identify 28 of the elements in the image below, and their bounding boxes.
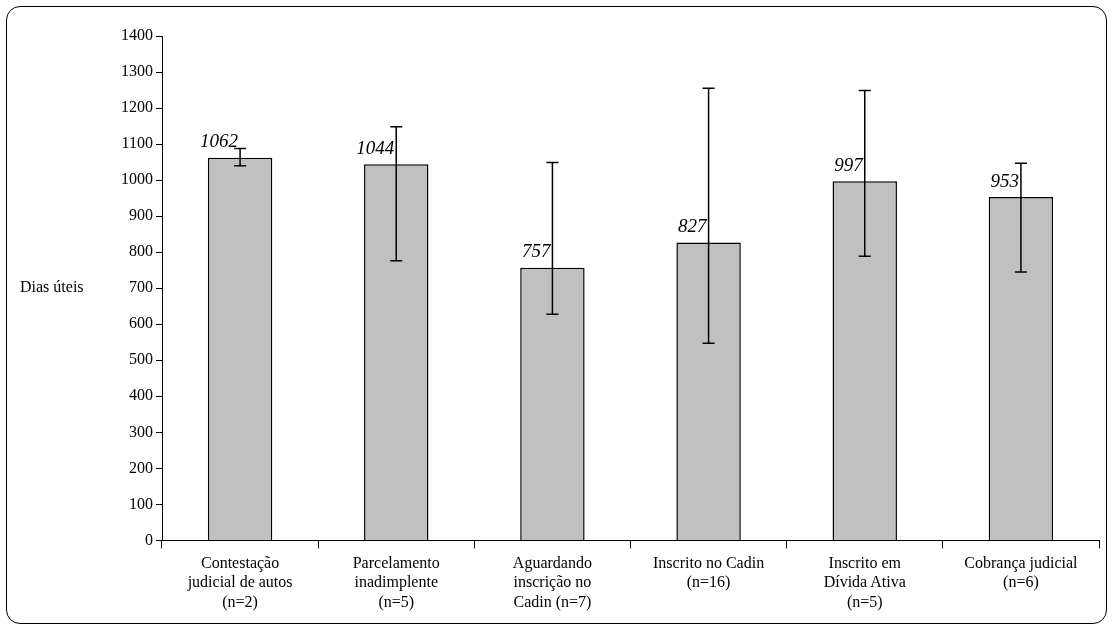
data-label: 827	[678, 214, 709, 236]
data-label: 997	[834, 153, 865, 175]
y-tick-label: 300	[129, 422, 153, 440]
y-tick-label: 800	[129, 242, 153, 260]
y-tick-label: 1100	[121, 134, 153, 152]
data-label: 1062	[200, 130, 239, 152]
data-label: 953	[990, 169, 1019, 191]
x-tick-label: Parcelamento inadimplente (n=5)	[352, 554, 440, 611]
y-tick-label: 100	[129, 494, 153, 512]
data-label: 757	[521, 240, 552, 262]
y-tick-label: 1400	[121, 26, 153, 44]
y-tick-label: 0	[145, 530, 153, 548]
y-tick-label: 200	[129, 458, 153, 476]
x-tick-label: Cobrança judicial (n=6)	[964, 554, 1079, 592]
x-tick-label: Aguardando inscrição no Cadin (n=7)	[512, 554, 592, 611]
x-tick-label: Inscrito em Dívida Ativa (n=5)	[823, 554, 906, 611]
y-axis-title: Dias úteis	[20, 278, 84, 296]
y-tick-label: 1000	[121, 170, 153, 188]
data-label: 1044	[356, 136, 395, 158]
y-tick-label: 400	[129, 386, 153, 404]
y-tick-label: 600	[129, 314, 153, 332]
y-tick-label: 700	[129, 278, 153, 296]
y-tick-label: 500	[129, 350, 153, 368]
x-tick-label: Contestação judicial de autos (n=2)	[186, 554, 293, 611]
y-tick-label: 1300	[121, 62, 153, 80]
y-tick-label: 900	[129, 206, 153, 224]
y-tick-label: 1200	[121, 98, 153, 116]
x-tick-label: Inscrito no Cadin (n=16)	[653, 554, 765, 592]
